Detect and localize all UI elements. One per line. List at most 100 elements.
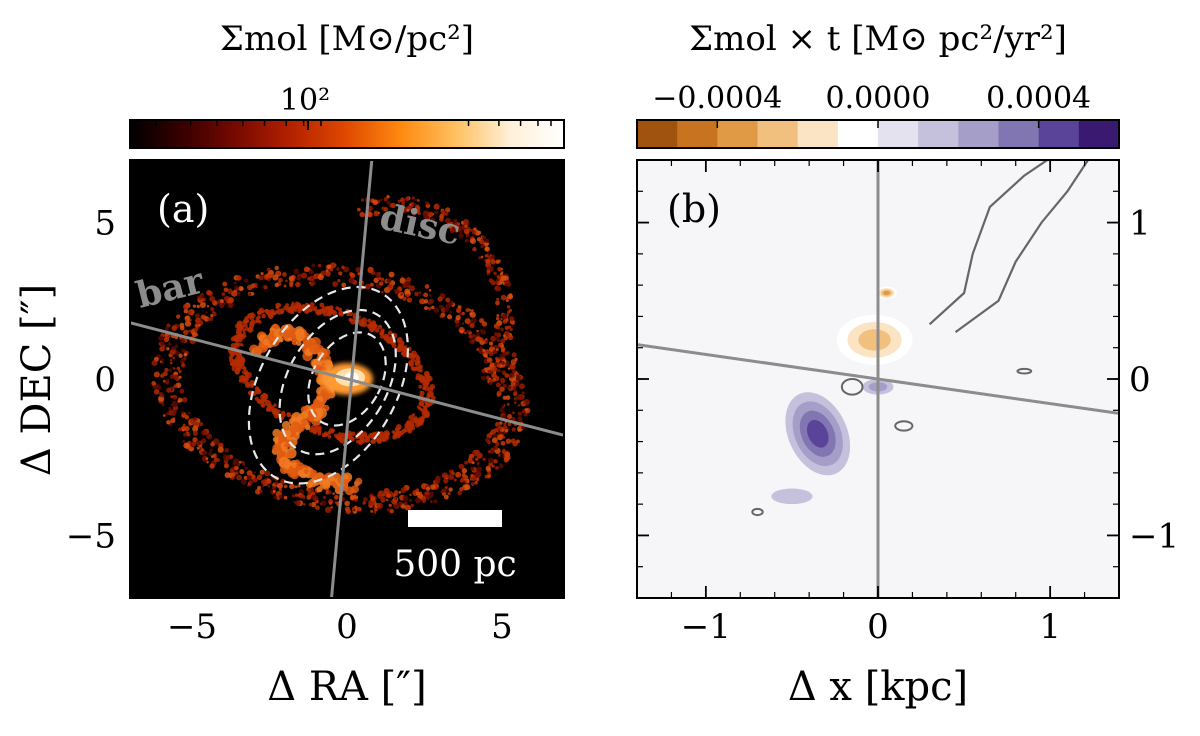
emission-clump — [496, 390, 502, 396]
emission-clump — [324, 506, 332, 514]
emission-clump — [203, 297, 207, 301]
arm-clump — [308, 343, 320, 354]
emission-clump — [433, 203, 440, 210]
emission-clump — [498, 342, 503, 347]
emission-clump — [210, 307, 215, 311]
emission-clump — [238, 285, 244, 292]
emission-clump — [383, 335, 389, 341]
emission-clump — [328, 428, 335, 434]
emission-clump — [200, 314, 206, 320]
emission-clump — [388, 283, 393, 289]
colorbar-b-tick-labels: −0.0004 0.0000 0.0004 — [652, 81, 1091, 116]
emission-clump — [471, 457, 475, 461]
arm-clump — [282, 332, 290, 340]
emission-clump — [500, 346, 506, 352]
emission-clump — [480, 255, 484, 259]
emission-clump — [179, 388, 185, 394]
y-tick-label-a: −5 — [66, 516, 116, 556]
emission-clump — [373, 510, 377, 514]
emission-clump — [381, 290, 384, 294]
arm-clump — [310, 472, 317, 479]
bar-axis-line — [130, 321, 564, 437]
emission-clump — [233, 289, 238, 293]
plot-b-content: (b) — [637, 160, 1119, 598]
emission-clump — [151, 360, 158, 367]
emission-clump — [444, 217, 451, 224]
emission-clump — [309, 302, 315, 308]
emission-clump — [239, 469, 245, 475]
emission-clump — [475, 336, 482, 342]
x-tick-label-a: 0 — [336, 607, 358, 647]
emission-clump — [158, 335, 164, 341]
emission-clump — [511, 416, 516, 422]
emission-clump — [445, 303, 451, 309]
emission-clump — [482, 457, 486, 461]
emission-clump — [406, 277, 412, 283]
emission-clump — [430, 217, 436, 223]
emission-clump — [503, 457, 509, 463]
emission-clump — [510, 359, 517, 366]
emission-clump — [192, 425, 199, 432]
emission-clump — [447, 314, 453, 320]
emission-clump — [383, 197, 388, 202]
emission-clump — [386, 498, 389, 502]
emission-clump — [461, 322, 465, 325]
emission-clump — [246, 470, 253, 477]
emission-clump — [335, 306, 340, 310]
emission-clump — [415, 488, 420, 492]
emission-clump — [434, 210, 439, 215]
emission-clump — [402, 296, 407, 301]
emission-clump — [517, 428, 521, 432]
emission-clump — [235, 275, 242, 281]
emission-clump — [174, 350, 180, 356]
emission-clump — [494, 332, 499, 337]
emission-clump — [419, 375, 426, 382]
emission-clump — [323, 495, 326, 499]
emission-clump — [444, 486, 448, 490]
emission-clump — [488, 381, 493, 386]
emission-clump — [346, 313, 350, 317]
emission-clump — [479, 328, 483, 332]
emission-clump — [453, 218, 458, 223]
emission-clump — [509, 373, 513, 378]
emission-clump — [427, 211, 434, 218]
emission-clump — [271, 408, 278, 415]
emission-clump — [504, 325, 509, 331]
emission-clump — [397, 343, 402, 348]
emission-clump — [153, 371, 160, 378]
emission-clump — [362, 501, 366, 505]
emission-clump — [517, 411, 522, 416]
emission-clump — [468, 457, 473, 461]
emission-clump — [178, 375, 182, 379]
emission-clump — [381, 493, 386, 497]
scale-bar — [408, 510, 502, 527]
emission-clump — [523, 398, 530, 406]
emission-clump — [470, 482, 475, 486]
emission-clump — [500, 294, 507, 301]
emission-clump — [375, 436, 382, 443]
emission-clump — [217, 446, 224, 453]
emission-clump — [509, 363, 516, 370]
emission-clump — [374, 327, 380, 333]
emission-clump — [485, 465, 491, 471]
emission-clump — [234, 357, 240, 363]
emission-clump — [278, 277, 283, 283]
emission-clump — [502, 383, 507, 388]
arm-clump — [286, 450, 294, 458]
emission-clump — [449, 228, 453, 232]
emission-clump — [495, 466, 499, 470]
emission-clump — [183, 352, 188, 357]
emission-clump — [498, 433, 504, 440]
emission-clump — [491, 437, 498, 444]
emission-clump — [242, 331, 246, 335]
emission-clump — [276, 482, 283, 489]
emission-clump — [242, 380, 246, 384]
emission-clump — [274, 265, 279, 271]
emission-clump — [168, 408, 175, 415]
emission-clump — [166, 323, 171, 328]
emission-clump — [166, 420, 171, 425]
emission-clump — [414, 198, 418, 202]
emission-clump — [489, 431, 493, 436]
emission-clump — [495, 441, 500, 446]
emission-clump — [359, 211, 365, 218]
